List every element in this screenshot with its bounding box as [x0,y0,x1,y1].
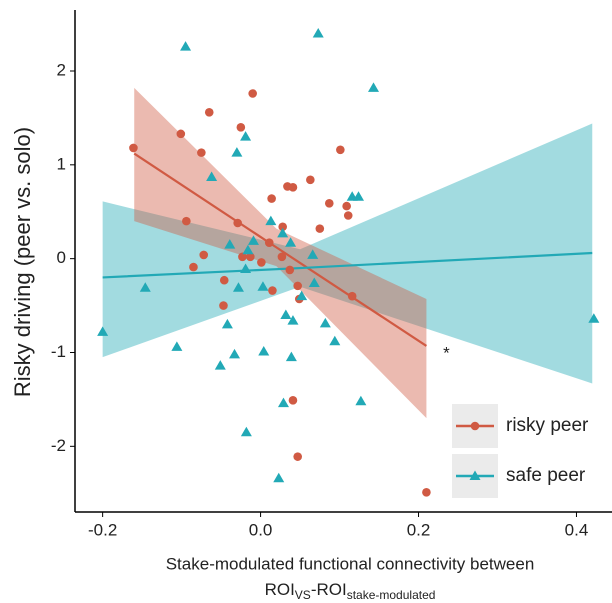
point [139,282,151,292]
point [236,122,246,132]
point [312,27,324,38]
legend-marker [470,421,480,431]
point [258,346,270,356]
point [293,452,302,461]
point [277,227,289,238]
point [288,183,298,192]
point [285,351,297,362]
point [199,250,209,260]
x-tick-label: 0.4 [565,520,589,539]
point [219,275,229,285]
x-label-sub: VS [295,588,311,602]
y-axis-label: Risky driving (peer vs. solo) [10,127,35,397]
point [277,252,287,262]
point [273,472,285,483]
point [368,82,380,92]
point [306,175,315,185]
point [240,426,252,437]
point [238,252,247,262]
point [287,315,299,325]
point [324,198,334,208]
point [267,194,276,203]
point [336,145,345,155]
y-tick-label: -1 [51,342,66,361]
x-axis-label: Stake-modulated functional connectivity … [166,554,535,573]
point [176,129,186,139]
point [214,360,226,370]
point [233,218,242,228]
point [353,191,365,201]
point [231,147,243,157]
point [224,239,236,249]
point [182,216,191,226]
point [246,252,255,262]
point [342,201,351,211]
point [129,143,138,153]
point [285,237,297,247]
point [206,171,218,182]
point [257,258,266,267]
confidence-band [102,123,593,384]
point [265,215,277,226]
point [288,396,298,405]
point [308,277,320,288]
x-label-part: -ROI [311,580,347,599]
x-axis-label-line2: ROIVS-ROIstake-modulated [265,580,436,602]
x-tick-label: 0.0 [249,520,273,539]
point [197,148,206,157]
point [264,238,274,248]
point [242,244,254,255]
point [347,291,357,301]
point [240,131,252,141]
x-tick-label: 0.2 [407,520,431,539]
point [315,224,325,233]
point [296,290,308,301]
point [180,41,192,51]
point [221,318,233,329]
point [329,335,341,346]
y-tick-label: 0 [57,248,66,267]
point [247,235,259,245]
point [293,281,302,291]
legend-label: safe peer [506,465,586,486]
point [248,89,257,98]
point [232,282,244,292]
point [229,348,241,359]
x-tick-label: -0.2 [88,520,117,539]
y-tick-label: -2 [51,436,66,455]
fit-line [133,152,428,347]
point [422,487,431,497]
point [307,249,319,259]
x-label-part: ROI [265,580,295,599]
point [204,107,214,117]
legend-label: risky peer [506,415,589,436]
point [257,281,269,291]
y-tick-label: 2 [57,60,66,79]
point [285,265,295,275]
legend-marker [469,470,481,480]
point [277,397,289,408]
x-label-sub: stake-modulated [347,588,436,602]
point [355,395,367,406]
point [240,263,252,273]
point [97,326,109,336]
point [319,317,331,328]
point [171,341,183,351]
point [189,262,198,272]
point [278,222,287,232]
point [343,211,353,220]
annotation: * [443,343,450,362]
y-tick-label: 1 [57,154,66,173]
fit-line [102,251,593,279]
point [280,309,292,319]
point [219,301,228,310]
point [268,286,277,295]
point [588,313,600,323]
